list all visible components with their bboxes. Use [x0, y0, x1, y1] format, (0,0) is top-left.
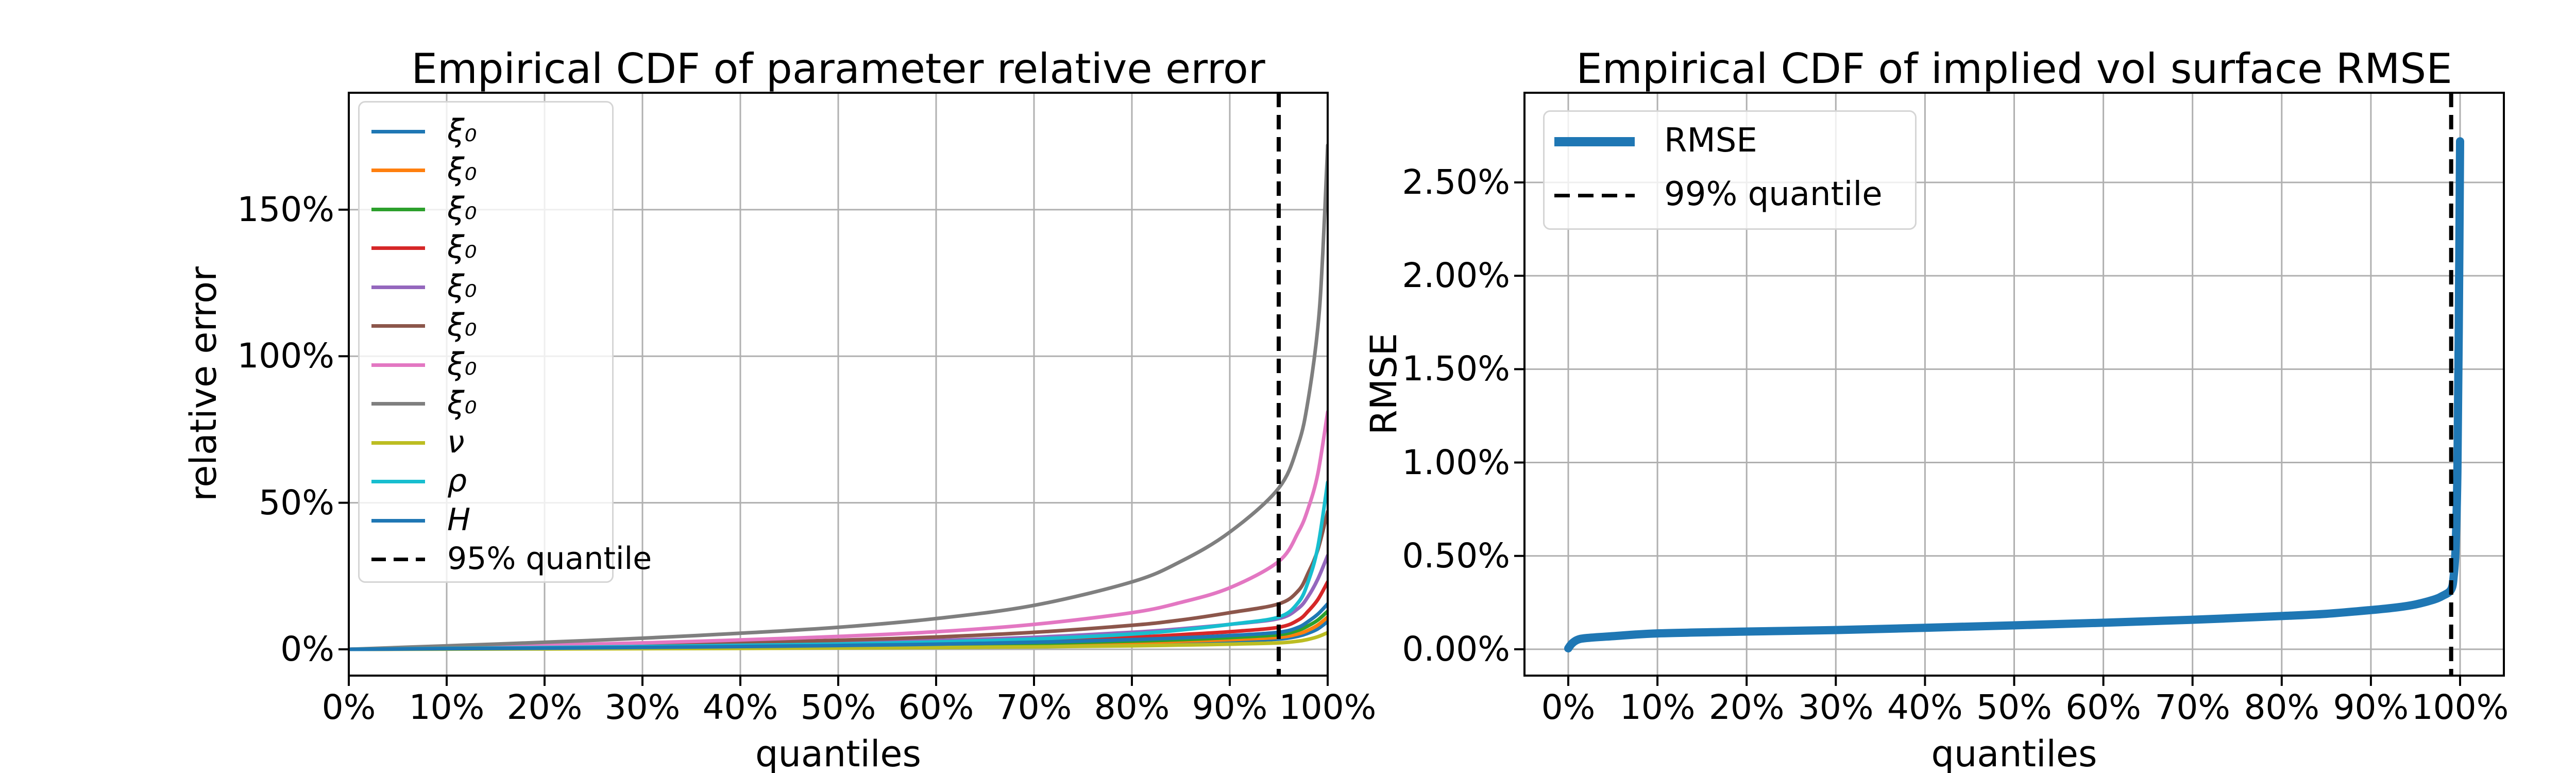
legend-line-sample — [371, 324, 425, 328]
y-tick-label: 2.00% — [1402, 256, 1510, 296]
legend-line-sample — [371, 402, 425, 406]
left-x-axis-label: quantiles — [755, 733, 921, 773]
x-tick-label: 60% — [2065, 687, 2141, 727]
x-tick-label: 20% — [1708, 687, 1785, 727]
legend-line-sample — [371, 285, 425, 289]
legend-label: ξ₀ — [447, 346, 477, 382]
y-tick-label: 150% — [237, 189, 334, 229]
left-legend: ξ₀ ξ₀ ξ₀ ξ₀ ξ₀ ξ₀ ξ₀ ξ₀ ν ρ H 95% quantile — [358, 101, 652, 583]
y-tick-label: 50% — [259, 482, 334, 523]
series-line-rmse — [1564, 137, 2464, 653]
legend-label: 99% quantile — [1664, 175, 1883, 214]
legend-label: ξ₀ — [447, 307, 477, 344]
x-tick-label: 70% — [2155, 687, 2231, 727]
series-line-xi0-8 — [349, 143, 1328, 651]
legend-line-sample — [371, 169, 425, 172]
x-tick-label: 90% — [1192, 687, 1268, 727]
left-plot-area — [338, 92, 1329, 686]
legend-label: ν — [447, 424, 465, 460]
legend-line-sample — [371, 518, 425, 523]
left-y-axis-label: relative error — [182, 266, 225, 501]
legend-label: ξ₀ — [447, 385, 477, 422]
legend-label: ξ₀ — [447, 268, 477, 305]
legend-label: H — [447, 501, 471, 538]
series-line-xi0-7 — [349, 410, 1328, 651]
x-tick-label: 90% — [2333, 687, 2409, 727]
x-tick-label: 20% — [506, 687, 583, 727]
x-tick-label: 40% — [702, 687, 778, 727]
legend-dashed-line-sample — [1554, 193, 1635, 197]
legend-label: ξ₀ — [447, 152, 477, 188]
x-tick-label: 40% — [1887, 687, 1963, 727]
x-tick-label: 70% — [996, 687, 1072, 727]
legend-line-sample — [1554, 137, 1635, 146]
legend-line-sample — [371, 480, 425, 483]
y-tick-label: 0% — [280, 629, 334, 669]
legend-label: 95% quantile — [447, 541, 652, 577]
x-tick-label: 30% — [1798, 687, 1874, 727]
left-chart-title: Empirical CDF of parameter relative erro… — [411, 45, 1265, 93]
y-tick-label: 0.00% — [1402, 629, 1510, 669]
x-tick-label: 0% — [321, 687, 376, 727]
x-tick-label: 50% — [1976, 687, 2052, 727]
x-tick-label: 50% — [800, 687, 876, 727]
x-tick-label: 100% — [1279, 687, 1377, 727]
x-tick-label: 0% — [1541, 687, 1596, 727]
legend-dashed-line-sample — [371, 558, 425, 561]
legend-label: ρ — [447, 463, 467, 499]
legend-label: RMSE — [1664, 122, 1757, 160]
right-chart-title: Empirical CDF of implied vol surface RMS… — [1576, 45, 2452, 93]
legend-label: ξ₀ — [447, 112, 477, 149]
legend-label: ξ₀ — [447, 190, 477, 227]
right-x-axis-label: quantiles — [1931, 733, 2097, 773]
x-tick-label: 80% — [2244, 687, 2320, 727]
x-tick-label: 30% — [604, 687, 681, 727]
legend-line-sample — [371, 129, 425, 133]
legend-label: ξ₀ — [447, 229, 477, 266]
y-tick-label: 2.50% — [1402, 162, 1510, 202]
x-tick-label: 10% — [409, 687, 485, 727]
x-tick-label: 100% — [2411, 687, 2509, 727]
y-tick-label: 1.00% — [1402, 442, 1510, 482]
y-tick-label: 0.50% — [1402, 535, 1510, 576]
series-line-H — [349, 602, 1328, 651]
y-tick-label: 1.50% — [1402, 349, 1510, 389]
x-tick-label: 10% — [1619, 687, 1696, 727]
y-tick-label: 100% — [237, 336, 334, 376]
x-tick-label: 60% — [898, 687, 974, 727]
legend-line-sample — [371, 363, 425, 367]
right-legend: RMSE 99% quantile — [1543, 110, 1917, 230]
legend-line-sample — [371, 441, 425, 445]
legend-line-sample — [371, 207, 425, 211]
x-tick-label: 80% — [1094, 687, 1170, 727]
legend-line-sample — [371, 246, 425, 250]
